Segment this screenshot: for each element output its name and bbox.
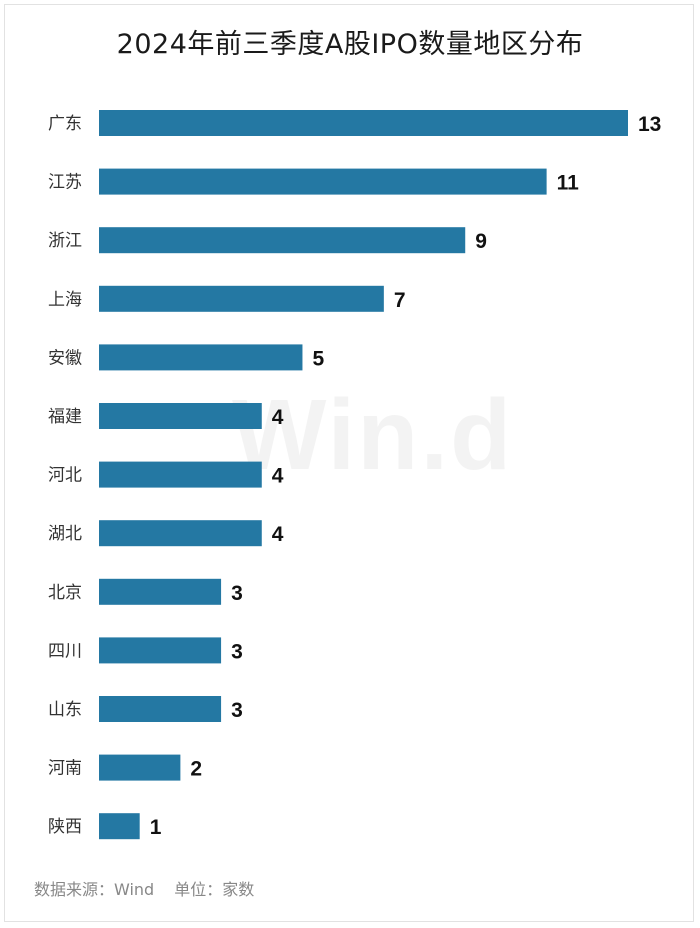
bar [99, 578, 222, 605]
category-label: 上海 [48, 290, 82, 310]
data-label: 3 [231, 699, 243, 722]
data-label: 4 [272, 523, 284, 546]
data-label: 1 [150, 816, 162, 839]
category-label: 四川 [48, 641, 82, 661]
data-label: 2 [190, 758, 202, 781]
bar [99, 637, 222, 664]
bar [99, 403, 262, 429]
bar [99, 813, 140, 840]
data-label: 4 [272, 406, 284, 429]
bar [99, 285, 384, 312]
category-label: 浙江 [48, 231, 82, 251]
category-label: 河北 [48, 466, 82, 486]
bar [99, 696, 222, 722]
chart-title: 2024年前三季度A股IPO数量地区分布 [116, 29, 584, 60]
data-label: 7 [394, 289, 406, 312]
category-label: 湖北 [48, 524, 82, 544]
bar [99, 110, 628, 136]
data-label: 3 [231, 640, 243, 663]
data-label: 9 [475, 230, 487, 253]
footer-note: 数据来源：Wind 单位：家数 [34, 876, 254, 900]
category-label: 河南 [48, 759, 82, 779]
data-label: 3 [231, 582, 243, 605]
category-label: 福建 [48, 407, 82, 427]
category-label: 广东 [48, 114, 82, 134]
data-label: 5 [312, 347, 324, 370]
source-note: 数据来源：Wind [34, 880, 155, 899]
bar [99, 227, 466, 254]
bar [99, 520, 262, 547]
bar [99, 344, 303, 371]
bar [99, 461, 262, 488]
data-label: 13 [638, 113, 661, 136]
category-label: 北京 [48, 583, 82, 603]
data-label: 11 [557, 172, 580, 195]
category-label: 江苏 [48, 173, 82, 193]
bar [99, 754, 181, 781]
category-label: 山东 [48, 700, 82, 720]
category-label: 陕西 [48, 817, 82, 837]
data-label: 4 [272, 465, 284, 488]
category-label: 安徽 [48, 348, 82, 368]
watermark-logo: Win.d [232, 378, 513, 493]
bar [99, 168, 547, 195]
unit-note: 单位：家数 [174, 880, 255, 899]
